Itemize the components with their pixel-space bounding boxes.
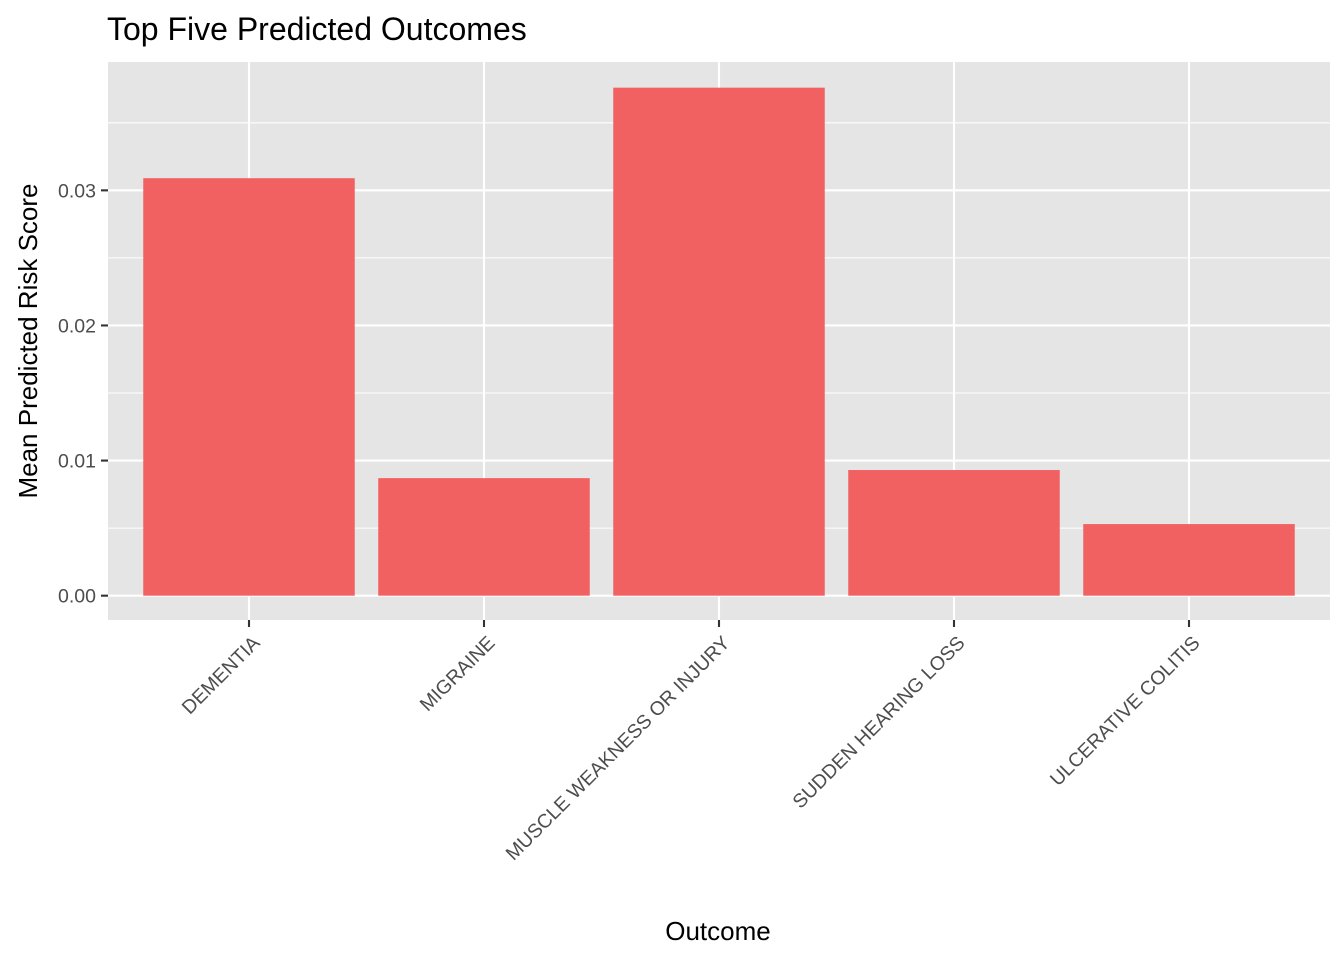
y-tick-label: 0.03 <box>58 180 96 202</box>
x-axis-title: Outcome <box>665 916 771 946</box>
bar <box>613 87 825 596</box>
chart-title: Top Five Predicted Outcomes <box>107 11 527 47</box>
x-tick-label: ULCERATIVE COLITIS <box>1046 632 1205 791</box>
x-tick-label: DEMENTIA <box>178 632 265 719</box>
x-tick-label: MUSCLE WEAKNESS OR INJURY <box>502 632 735 865</box>
y-axis-title: Mean Predicted Risk Score <box>13 183 43 498</box>
y-axis-ticks: 0.00 0.01 0.02 0.03 <box>58 180 108 608</box>
y-tick-label: 0.00 <box>58 586 96 608</box>
y-tick-label: 0.01 <box>58 451 96 473</box>
x-axis-ticks: DEMENTIA MIGRAINE MUSCLE WEAKNESS OR INJUR… <box>178 620 1205 865</box>
x-tick-label: SUDDEN HEARING LOSS <box>788 632 969 813</box>
x-tick-label: MIGRAINE <box>416 632 500 716</box>
y-tick-label: 0.02 <box>58 315 96 337</box>
bar <box>1083 524 1295 596</box>
bar <box>378 478 590 596</box>
bars <box>143 87 1295 596</box>
bar <box>848 470 1060 596</box>
bar <box>143 178 355 596</box>
